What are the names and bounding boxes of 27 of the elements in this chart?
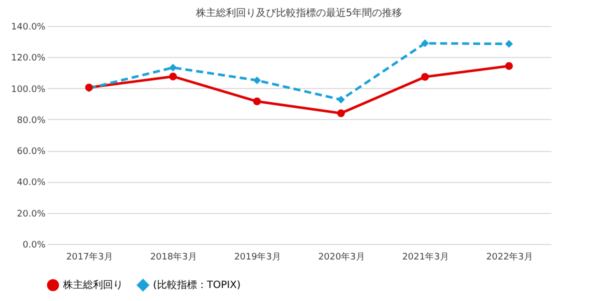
y-tick-label: 120.0% — [11, 54, 46, 64]
point — [505, 40, 513, 48]
legend-label: 株主総利回り — [62, 279, 123, 292]
y-tick-label: 100.0% — [11, 84, 46, 95]
point — [505, 62, 513, 70]
point — [421, 39, 429, 48]
point — [421, 73, 429, 81]
point — [169, 72, 177, 80]
chart-title: 株主総利回り及び比較指標の最近5年間の推移 — [194, 7, 402, 19]
x-tick-label: 2019年3月 — [234, 252, 281, 262]
x-tick-label: 2020年3月 — [318, 252, 365, 262]
y-tick-label: 60.0% — [16, 147, 46, 158]
y-tick-label: 80.0% — [16, 116, 46, 126]
y-tick-label: 40.0% — [16, 178, 46, 188]
y-tick-label: 0.0% — [22, 240, 46, 250]
point — [253, 76, 261, 84]
point — [253, 98, 261, 106]
point — [337, 96, 345, 104]
legend-label: (比較指標：TOPIX) — [153, 279, 241, 292]
y-tick-label: 20.0% — [16, 209, 46, 220]
point — [337, 109, 345, 118]
x-tick-label: 2022年3月 — [486, 252, 533, 262]
x-tick-label: 2021年3月 — [402, 252, 449, 262]
x-tick-label: 2017年3月 — [66, 252, 113, 262]
y-tick-label: 140.0% — [11, 22, 46, 32]
x-tick-label: 2018年3月 — [150, 252, 197, 262]
point — [169, 64, 177, 72]
